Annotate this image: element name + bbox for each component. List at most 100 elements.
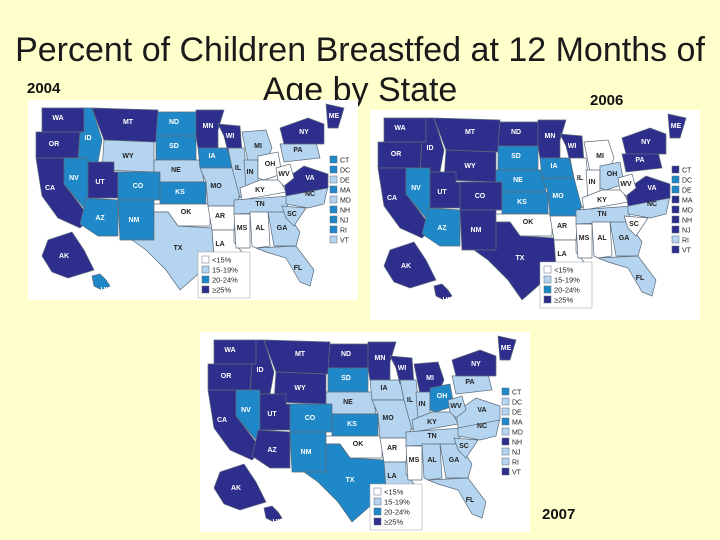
state-label-ks: KS — [175, 189, 185, 196]
ne-swatch-md — [329, 195, 338, 204]
state-label-ar: AR — [215, 213, 225, 220]
ne-label-ct: CT — [340, 158, 350, 165]
ne-label-nj: NJ — [512, 450, 521, 457]
state-sc — [281, 205, 307, 227]
ne-label-vt: VT — [682, 248, 692, 255]
state-label-in: IN — [419, 401, 426, 408]
state-label-id: ID — [427, 145, 434, 152]
legend-swatch — [543, 265, 552, 274]
state-label-mn: MN — [203, 123, 214, 130]
state-label-az: AZ — [267, 447, 277, 454]
state-wv — [275, 163, 295, 187]
state-va — [283, 165, 329, 197]
state-label-al: AL — [255, 225, 265, 232]
legend-label: <15% — [212, 256, 232, 265]
state-sc — [623, 215, 649, 237]
state-label-wv: WV — [450, 403, 462, 410]
state-label-wi: WI — [398, 365, 407, 372]
state-label-oh: OH — [437, 393, 448, 400]
ne-swatch-md — [671, 205, 680, 214]
legend-label: 15-19% — [384, 498, 410, 507]
legend-swatch — [201, 285, 210, 294]
state-label-ks: KS — [517, 199, 527, 206]
state-label-tn: TN — [427, 433, 436, 440]
state-label-ut: UT — [267, 411, 277, 418]
ne-label-ct: CT — [682, 168, 692, 175]
state-label-nc: NC — [477, 423, 487, 430]
state-label-sd: SD — [169, 143, 179, 150]
state-ga — [267, 211, 301, 247]
state-me — [667, 113, 687, 139]
ne-swatch-nj — [501, 447, 510, 456]
map-panel-2004: WA OR CA ID NV MT WY UT CO AZ NM ND SD NE KS OK TX MN IA MO… — [28, 100, 358, 300]
state-sc — [453, 437, 479, 459]
ne-swatch-ct — [671, 165, 680, 174]
ne-label-dc: DC — [682, 178, 692, 185]
state-label-il: IL — [407, 397, 414, 404]
state-label-wi: WI — [568, 143, 577, 150]
year-label-2004: 2004 — [27, 80, 61, 97]
state-label-ga: GA — [449, 457, 460, 464]
state-ak — [213, 463, 267, 511]
ne-swatch-md — [501, 427, 510, 436]
state-label-mt: MT — [465, 129, 476, 136]
state-label-oh: OH — [265, 161, 276, 168]
state-ny — [451, 349, 497, 377]
state-label-mi: MI — [426, 375, 434, 382]
state-ny — [279, 117, 325, 145]
legend-swatch — [201, 265, 210, 274]
ne-label-ri: RI — [340, 228, 347, 235]
state-al — [249, 211, 271, 249]
state-label-sc: SC — [459, 443, 469, 450]
state-label-az: AZ — [437, 225, 447, 232]
ne-label-de: DE — [340, 178, 350, 185]
state-label-in: IN — [247, 169, 254, 176]
state-label-al: AL — [597, 235, 607, 242]
ne-swatch-ct — [501, 387, 510, 396]
legend-swatch — [373, 497, 382, 506]
legend-label: <15% — [384, 488, 404, 497]
state-label-ny: NY — [299, 129, 309, 136]
ne-label-md: MD — [340, 198, 351, 205]
state-tx — [130, 211, 215, 291]
state-label-wv: WV — [620, 181, 632, 188]
state-label-al: AL — [427, 457, 437, 464]
legend-swatch — [373, 487, 382, 496]
state-label-wa: WA — [394, 125, 405, 132]
state-ak — [383, 241, 437, 289]
ne-label-nh: NH — [340, 208, 350, 215]
state-label-wa: WA — [52, 115, 63, 122]
ne-swatch-dc — [329, 165, 338, 174]
state-label-nd: ND — [341, 351, 351, 358]
state-label-mo: MO — [382, 415, 394, 422]
ne-swatch-dc — [671, 175, 680, 184]
state-label-ne: NE — [343, 399, 353, 406]
ne-swatch-ri — [671, 235, 680, 244]
state-label-la: LA — [387, 473, 396, 480]
state-label-ks: KS — [347, 421, 357, 428]
ne-label-de: DE — [512, 410, 522, 417]
state-label-az: AZ — [95, 215, 105, 222]
state-label-ia: IA — [551, 163, 558, 170]
state-label-sd: SD — [341, 375, 351, 382]
legend-swatch — [373, 507, 382, 516]
state-va — [455, 397, 501, 429]
state-label-ut: UT — [95, 179, 105, 186]
state-fl — [597, 255, 657, 297]
ne-label-ma: MA — [340, 188, 351, 195]
legend-label: ≥25% — [554, 296, 573, 305]
state-label-pa: PA — [293, 147, 302, 154]
state-label-mi: MI — [596, 153, 604, 160]
ne-swatch-nh — [329, 205, 338, 214]
legend-swatch — [373, 517, 382, 526]
ne-label-ri: RI — [512, 460, 519, 467]
state-label-me: ME — [501, 345, 512, 352]
state-label-ky: KY — [427, 419, 437, 426]
state-ga — [609, 221, 643, 257]
year-label-2006: 2006 — [590, 92, 624, 109]
state-fl — [255, 245, 315, 287]
state-label-ak: AK — [231, 485, 241, 492]
state-label-fl: FL — [466, 497, 475, 504]
ne-swatch-vt — [329, 235, 338, 244]
state-wv — [617, 173, 637, 197]
